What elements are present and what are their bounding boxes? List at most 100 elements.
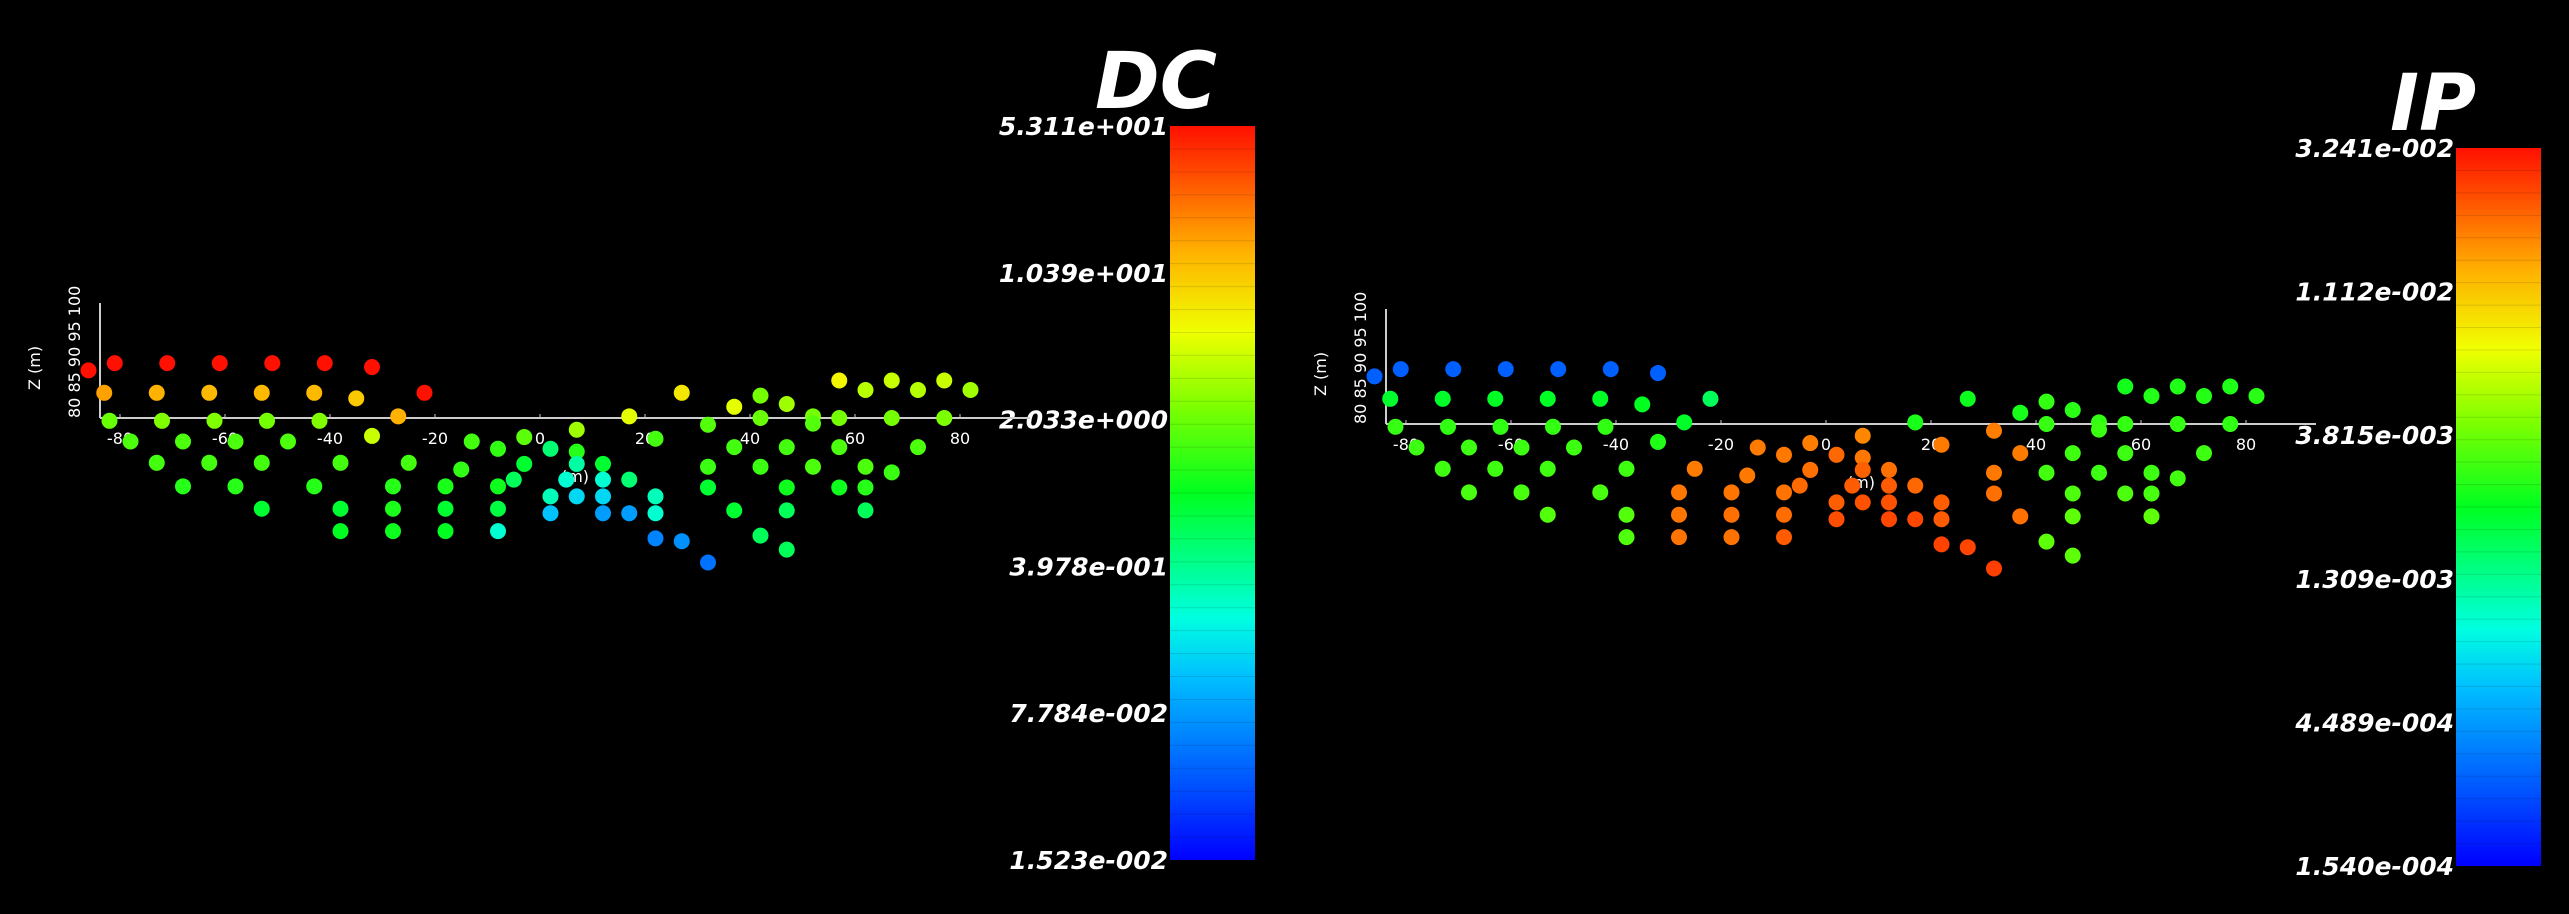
colorbar-label: 2.033e+000: [999, 406, 1168, 435]
data-point: [1487, 460, 1504, 477]
colorbar-label: 1.540e-004: [2295, 852, 2454, 881]
data-point: [1854, 494, 1871, 511]
data-point: [595, 471, 611, 488]
data-point: [2038, 464, 2055, 481]
data-points-dc: [80, 355, 979, 571]
data-point: [1854, 461, 1871, 478]
data-point: [752, 527, 769, 544]
data-point: [857, 502, 874, 519]
data-point: [259, 412, 275, 429]
data-point: [936, 372, 953, 389]
data-point: [1550, 361, 1567, 378]
data-point: [306, 478, 323, 495]
x-tick-label: 60: [2131, 435, 2151, 454]
colorbar-label: 1.039e+001: [999, 259, 1168, 288]
data-point: [1676, 414, 1693, 431]
data-point: [122, 433, 139, 450]
data-point: [700, 416, 716, 433]
data-point: [2117, 445, 2134, 462]
data-point: [1739, 467, 1756, 484]
data-point: [1828, 494, 1845, 511]
data-point: [1686, 460, 1703, 477]
data-point: [1854, 449, 1871, 466]
data-point: [2196, 388, 2212, 404]
data-point: [1702, 390, 1719, 407]
data-point: [175, 433, 191, 450]
data-point: [558, 471, 575, 488]
data-point: [726, 502, 743, 519]
data-point: [778, 439, 795, 456]
data-point: [673, 384, 690, 401]
data-point: [1986, 485, 2002, 502]
data-point: [726, 439, 743, 456]
data-point: [385, 478, 401, 495]
data-point: [1392, 361, 1409, 378]
data-point: [1959, 390, 1976, 407]
data-point: [364, 359, 380, 376]
data-point: [1434, 390, 1451, 407]
data-point: [857, 479, 874, 496]
data-point: [1382, 390, 1399, 407]
data-point: [201, 384, 218, 401]
data-point: [1881, 477, 1897, 494]
data-point: [621, 471, 638, 488]
data-point: [1959, 539, 1976, 556]
data-point: [1723, 506, 1740, 523]
data-point: [2012, 404, 2029, 421]
colorbar-label: 1.523e-002: [1009, 846, 1168, 875]
data-point: [253, 384, 270, 401]
data-point: [1854, 427, 1871, 444]
data-point: [1986, 422, 2002, 439]
colorbar-label: 3.241e-002: [2295, 134, 2454, 163]
data-point: [80, 362, 97, 379]
data-point: [437, 523, 454, 540]
data-point: [1602, 361, 1619, 378]
data-point: [437, 500, 454, 517]
data-point: [1618, 460, 1635, 477]
data-point: [159, 355, 176, 372]
data-point: [2248, 388, 2265, 404]
data-point: [332, 454, 349, 471]
data-point: [516, 455, 533, 472]
data-point: [1907, 477, 1924, 494]
data-point: [463, 433, 480, 450]
axes-dc: -80 -60 -40 -20 0 20 40 60 80(m)80 85 90 95 100Z…: [25, 286, 1030, 486]
data-point: [1933, 511, 1950, 528]
data-point: [831, 410, 848, 426]
data-point: [568, 443, 585, 460]
data-point: [568, 455, 585, 472]
data-point: [1881, 494, 1897, 511]
data-point: [1881, 511, 1897, 528]
ip-chart: IP 3.241e-002 1.112e-002 3.815e-003 1.309e-…: [1311, 59, 2541, 881]
data-point: [1497, 361, 1514, 378]
data-point: [831, 479, 848, 496]
colorbar-label: 1.112e-002: [2295, 278, 2454, 307]
colorbar-label: 5.311e+001: [999, 112, 1168, 141]
data-point: [280, 433, 296, 450]
data-point: [2091, 464, 2107, 481]
data-point: [1802, 461, 1819, 478]
data-point: [1513, 439, 1530, 456]
data-point: [778, 541, 795, 558]
data-point: [857, 458, 874, 475]
z-axis-label: Z (m): [25, 346, 44, 390]
data-point: [1366, 368, 1383, 385]
data-point: [1671, 529, 1687, 546]
data-point: [1828, 511, 1845, 528]
data-point: [253, 500, 270, 517]
data-point: [311, 412, 328, 429]
colorbar-label: 3.815e-003: [2295, 421, 2454, 450]
data-point: [1434, 460, 1451, 477]
data-point: [1597, 418, 1614, 435]
data-point: [2169, 470, 2186, 487]
data-point: [211, 355, 228, 372]
data-point: [1487, 390, 1504, 407]
data-point: [1461, 439, 1477, 456]
data-point: [2012, 445, 2029, 462]
data-point: [264, 355, 281, 372]
data-point: [1492, 418, 1509, 435]
data-point: [505, 471, 522, 488]
data-point: [1545, 418, 1561, 435]
data-point: [2196, 445, 2212, 462]
x-tick-label: 0: [1821, 435, 1831, 454]
